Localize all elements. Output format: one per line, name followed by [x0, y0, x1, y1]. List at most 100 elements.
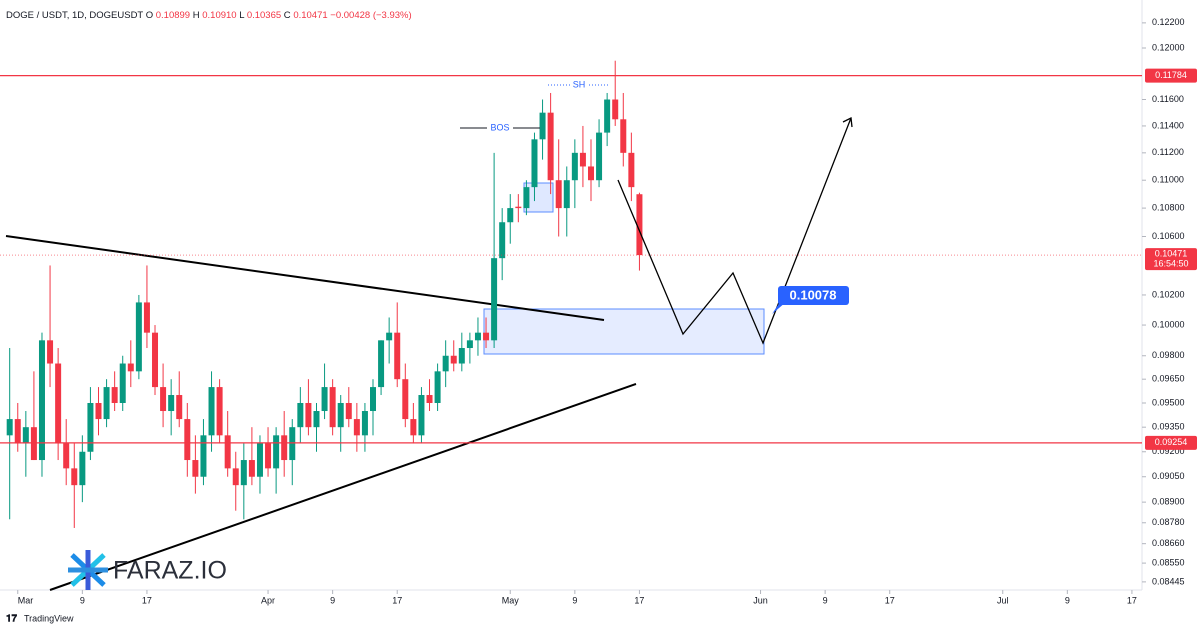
candle-body: [434, 371, 441, 403]
y-tick-label: 0.09200: [1152, 446, 1185, 456]
legend-key: H: [193, 10, 200, 21]
candle-body: [79, 451, 86, 486]
y-tick-label: 0.09050: [1152, 471, 1185, 481]
callout-box: [778, 286, 849, 305]
candle-body: [192, 460, 199, 477]
candle-body: [474, 332, 481, 341]
candle-body: [265, 443, 272, 469]
candle-body: [168, 395, 175, 412]
legend-value: 0.10365: [247, 10, 281, 21]
candle-body: [539, 112, 546, 140]
candle-body: [636, 194, 643, 256]
x-tick-label: 17: [634, 595, 644, 605]
candle-body: [30, 427, 37, 461]
y-tick-label: 0.09650: [1152, 374, 1185, 384]
candle-body: [55, 363, 62, 444]
candle-body: [555, 180, 562, 209]
candle-body: [442, 355, 449, 372]
legend-value: 0.10899: [156, 10, 190, 21]
candle-body: [491, 258, 498, 341]
candle-body: [587, 166, 594, 181]
trendline-lower: [49, 383, 637, 591]
legend-key: L: [239, 10, 244, 21]
y-tick-label: 0.09500: [1152, 397, 1185, 407]
candle-body: [103, 387, 110, 420]
candle-body: [386, 332, 393, 341]
candle-body: [361, 411, 368, 436]
level-label: 0.09254: [1155, 437, 1188, 447]
candle-body: [507, 208, 514, 223]
title: DOGE / USDT, 1D, DOGEUSDT: [6, 10, 143, 21]
candle-body: [620, 119, 627, 153]
candle-body: [547, 112, 554, 181]
watermark: FARAZ.IO: [113, 557, 227, 585]
candle-body: [378, 340, 385, 388]
candle-body: [499, 222, 506, 259]
candle-body: [248, 460, 255, 477]
candle-body: [176, 395, 183, 420]
candle-body: [483, 332, 490, 341]
y-tick-label: 0.12200: [1152, 17, 1185, 27]
x-tick-label: 9: [823, 595, 828, 605]
level-tag: [1145, 435, 1197, 450]
legend-key: C: [284, 10, 291, 21]
candle-body: [289, 427, 296, 461]
level-label: 0.11784: [1155, 70, 1187, 80]
candle-body: [63, 443, 70, 469]
candle-body: [184, 419, 191, 461]
candle-body: [22, 427, 29, 444]
candle-body: [370, 387, 377, 412]
projection-arrow: [842, 117, 853, 128]
candle-body: [273, 435, 280, 469]
y-tick-label: 0.11400: [1152, 120, 1184, 130]
y-tick-label: 0.10200: [1152, 289, 1185, 299]
candle-body: [305, 402, 312, 428]
candle-body: [119, 363, 126, 403]
candle-body: [143, 302, 150, 333]
candle-body: [402, 379, 409, 420]
candle-body: [563, 180, 570, 209]
x-tick-label: 9: [80, 595, 85, 605]
legend-value: 0.10471: [293, 10, 327, 21]
candle-body: [628, 152, 635, 188]
level-tag: [1145, 68, 1197, 83]
y-tick-label: 0.11600: [1152, 94, 1184, 104]
x-tick-label: 17: [392, 595, 402, 605]
last-price-label: 0.10471: [1155, 248, 1188, 258]
y-tick-label: 0.10000: [1152, 319, 1185, 329]
candles: [6, 60, 643, 528]
candle-body: [313, 411, 320, 428]
candle-body: [426, 395, 433, 403]
change: −0.00428 (−3.93%): [330, 10, 411, 21]
candle-body: [281, 435, 288, 461]
x-tick-label: 9: [330, 595, 335, 605]
candle-body: [579, 152, 586, 167]
x-tick-label: 9: [1065, 595, 1070, 605]
watermark-logo: [68, 550, 108, 590]
candle-body: [135, 302, 142, 372]
candle-body: [14, 419, 21, 444]
x-tick-label: 17: [142, 595, 152, 605]
callout-label: 0.10078: [790, 287, 837, 302]
candle-body: [224, 435, 231, 469]
candle-body: [240, 460, 247, 486]
demand-zone: [483, 308, 765, 355]
candle-body: [571, 152, 578, 181]
candle-body: [515, 206, 522, 209]
candle-body: [604, 99, 611, 133]
x-tick-label: 17: [885, 595, 895, 605]
candle-body: [160, 387, 167, 412]
legend-key: O: [146, 10, 153, 21]
x-tick-label: May: [502, 595, 520, 605]
x-tick-label: 9: [572, 595, 577, 605]
y-tick-label: 0.10800: [1152, 202, 1185, 212]
x-tick-label: Jun: [753, 595, 768, 605]
candle-body: [152, 332, 159, 388]
candle-body: [232, 468, 239, 486]
candle-body: [410, 419, 417, 436]
footer: TradingView: [24, 613, 74, 623]
last-price-tag: [1145, 248, 1197, 271]
candle-body: [353, 419, 360, 436]
